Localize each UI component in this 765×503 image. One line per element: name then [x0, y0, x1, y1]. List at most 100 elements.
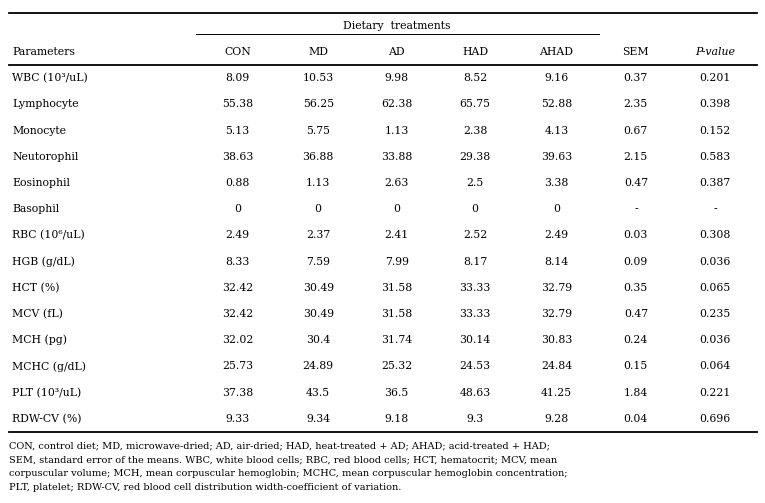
Text: 7.59: 7.59 — [306, 257, 330, 267]
Text: 0.03: 0.03 — [623, 230, 648, 240]
Text: 8.09: 8.09 — [225, 73, 249, 83]
Text: 9.3: 9.3 — [467, 414, 483, 424]
Text: 0: 0 — [393, 204, 400, 214]
Text: 0: 0 — [471, 204, 479, 214]
Text: 48.63: 48.63 — [460, 388, 490, 397]
Text: Dietary  treatments: Dietary treatments — [343, 21, 451, 31]
Text: 0.308: 0.308 — [699, 230, 731, 240]
Text: MCHC (g/dL): MCHC (g/dL) — [12, 361, 86, 372]
Text: 9.33: 9.33 — [225, 414, 249, 424]
Text: 0.47: 0.47 — [623, 178, 648, 188]
Text: 9.16: 9.16 — [545, 73, 568, 83]
Text: 31.58: 31.58 — [381, 283, 412, 293]
Text: 30.14: 30.14 — [460, 335, 490, 345]
Text: 0.221: 0.221 — [699, 388, 731, 397]
Text: 1.84: 1.84 — [623, 388, 648, 397]
Text: 9.98: 9.98 — [385, 73, 409, 83]
Text: Monocyte: Monocyte — [12, 126, 67, 135]
Text: 2.35: 2.35 — [623, 99, 648, 109]
Text: 9.18: 9.18 — [385, 414, 409, 424]
Text: HAD: HAD — [462, 47, 488, 57]
Text: 2.15: 2.15 — [623, 152, 648, 162]
Text: CON, control diet; MD, microwave-dried; AD, air-dried; HAD, heat-treated + AD; A: CON, control diet; MD, microwave-dried; … — [9, 441, 550, 450]
Text: 0.235: 0.235 — [700, 309, 731, 319]
Text: 0.036: 0.036 — [699, 335, 731, 345]
Text: RDW-CV (%): RDW-CV (%) — [12, 413, 82, 424]
Text: 0: 0 — [234, 204, 241, 214]
Text: 24.89: 24.89 — [303, 361, 334, 371]
Text: Neutorophil: Neutorophil — [12, 152, 79, 162]
Text: PLT, platelet; RDW-CV, red blood cell distribution width-coefficient of variatio: PLT, platelet; RDW-CV, red blood cell di… — [9, 483, 402, 492]
Text: 32.79: 32.79 — [541, 283, 572, 293]
Text: 9.34: 9.34 — [306, 414, 330, 424]
Text: 36.5: 36.5 — [385, 388, 409, 397]
Text: 0.88: 0.88 — [225, 178, 249, 188]
Text: 32.42: 32.42 — [222, 283, 253, 293]
Text: 31.74: 31.74 — [381, 335, 412, 345]
Text: Parameters: Parameters — [12, 47, 75, 57]
Text: Eosinophil: Eosinophil — [12, 178, 70, 188]
Text: 8.52: 8.52 — [463, 73, 487, 83]
Text: 0.398: 0.398 — [700, 99, 731, 109]
Text: 25.73: 25.73 — [222, 361, 253, 371]
Text: 30.49: 30.49 — [303, 283, 334, 293]
Text: 2.63: 2.63 — [385, 178, 409, 188]
Text: MCV (fL): MCV (fL) — [12, 309, 63, 319]
Text: 32.79: 32.79 — [541, 309, 572, 319]
Text: 2.5: 2.5 — [467, 178, 483, 188]
Text: 9.28: 9.28 — [545, 414, 568, 424]
Text: 0.15: 0.15 — [623, 361, 648, 371]
Text: 0.47: 0.47 — [623, 309, 648, 319]
Text: 33.33: 33.33 — [460, 283, 491, 293]
Text: 10.53: 10.53 — [303, 73, 334, 83]
Text: 37.38: 37.38 — [222, 388, 253, 397]
Text: CON: CON — [224, 47, 251, 57]
Text: 62.38: 62.38 — [381, 99, 412, 109]
Text: corpuscular volume; MCH, mean corpuscular hemoglobin; MCHC, mean corpuscular hem: corpuscular volume; MCH, mean corpuscula… — [9, 469, 568, 478]
Text: MD: MD — [308, 47, 328, 57]
Text: 30.4: 30.4 — [306, 335, 330, 345]
Text: 24.84: 24.84 — [541, 361, 572, 371]
Text: 7.99: 7.99 — [385, 257, 409, 267]
Text: 41.25: 41.25 — [541, 388, 572, 397]
Text: -: - — [634, 204, 638, 214]
Text: 25.32: 25.32 — [381, 361, 412, 371]
Text: 0.67: 0.67 — [623, 126, 648, 135]
Text: PLT (10³/uL): PLT (10³/uL) — [12, 387, 82, 398]
Text: 56.25: 56.25 — [303, 99, 334, 109]
Text: 1.13: 1.13 — [306, 178, 330, 188]
Text: RBC (10⁶/uL): RBC (10⁶/uL) — [12, 230, 85, 240]
Text: 2.49: 2.49 — [226, 230, 249, 240]
Text: 55.38: 55.38 — [222, 99, 253, 109]
Text: 38.63: 38.63 — [222, 152, 253, 162]
Text: AD: AD — [389, 47, 405, 57]
Text: 0.09: 0.09 — [623, 257, 648, 267]
Text: 31.58: 31.58 — [381, 309, 412, 319]
Text: 0.387: 0.387 — [700, 178, 731, 188]
Text: 0.696: 0.696 — [700, 414, 731, 424]
Text: 0: 0 — [314, 204, 322, 214]
Text: SEM, standard error of the means. WBC, white blood cells; RBC, red blood cells; : SEM, standard error of the means. WBC, w… — [9, 455, 558, 464]
Text: 5.75: 5.75 — [306, 126, 330, 135]
Text: 0: 0 — [553, 204, 560, 214]
Text: 4.13: 4.13 — [545, 126, 568, 135]
Text: 2.49: 2.49 — [545, 230, 568, 240]
Text: 2.41: 2.41 — [385, 230, 409, 240]
Text: 36.88: 36.88 — [302, 152, 334, 162]
Text: 0.036: 0.036 — [699, 257, 731, 267]
Text: 2.37: 2.37 — [306, 230, 330, 240]
Text: 65.75: 65.75 — [460, 99, 490, 109]
Text: 8.33: 8.33 — [225, 257, 249, 267]
Text: 0.064: 0.064 — [700, 361, 731, 371]
Text: 30.49: 30.49 — [303, 309, 334, 319]
Text: 2.52: 2.52 — [463, 230, 487, 240]
Text: 39.63: 39.63 — [541, 152, 572, 162]
Text: 30.83: 30.83 — [541, 335, 572, 345]
Text: -: - — [714, 204, 717, 214]
Text: 1.13: 1.13 — [385, 126, 409, 135]
Text: 24.53: 24.53 — [460, 361, 490, 371]
Text: 0.24: 0.24 — [623, 335, 648, 345]
Text: 0.152: 0.152 — [700, 126, 731, 135]
Text: Lymphocyte: Lymphocyte — [12, 99, 79, 109]
Text: WBC (10³/uL): WBC (10³/uL) — [12, 73, 88, 83]
